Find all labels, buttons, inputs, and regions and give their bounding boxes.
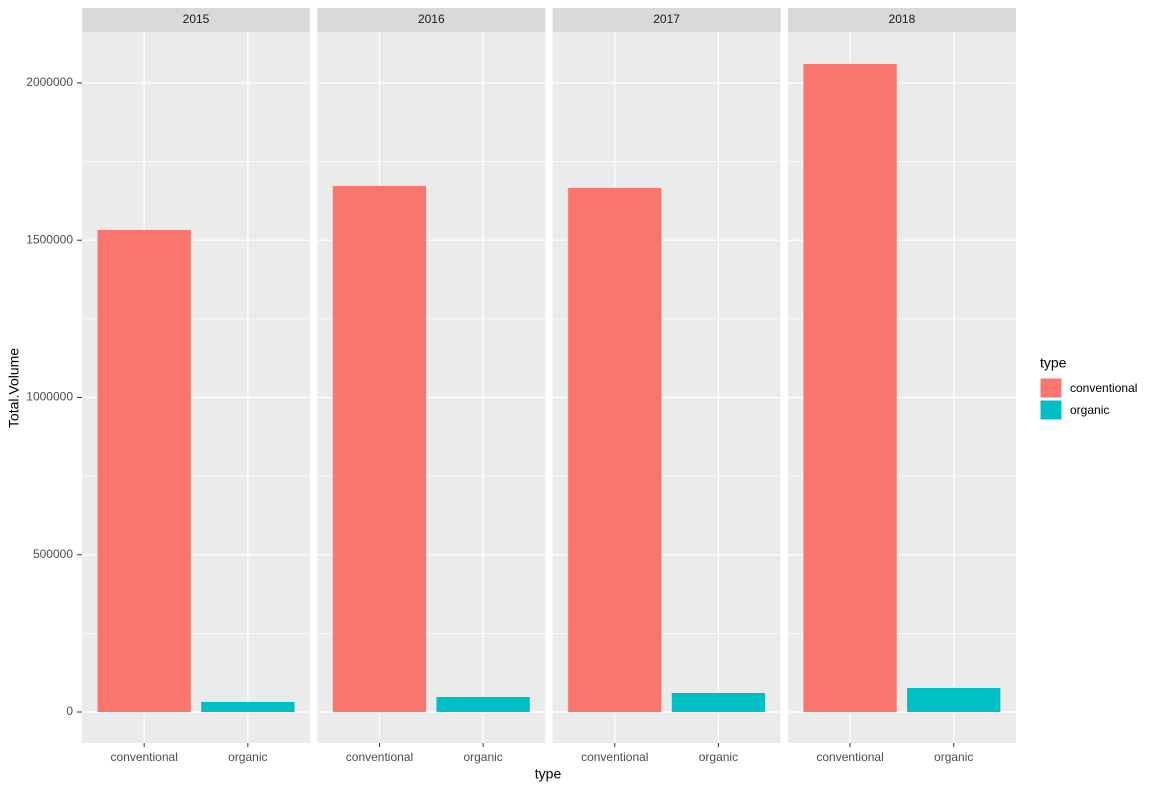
bar <box>907 687 1001 712</box>
strip <box>82 8 310 32</box>
x-tick-label: organic <box>463 750 502 764</box>
legend-title: type <box>1040 355 1067 371</box>
facet-label: 2017 <box>653 12 680 26</box>
y-tick-label: 500000 <box>33 547 73 561</box>
y-tick-label: 2000000 <box>26 75 73 89</box>
bar <box>201 701 295 712</box>
legend-label: conventional <box>1070 381 1137 395</box>
legend-key <box>1039 399 1063 421</box>
bar <box>568 187 662 712</box>
y-tick-label: 1500000 <box>26 232 73 246</box>
bar <box>671 692 766 712</box>
strip <box>787 8 1016 32</box>
facet-label: 2015 <box>183 12 210 26</box>
x-tick-label: organic <box>228 750 267 764</box>
x-tick-label: organic <box>699 750 738 764</box>
facet-label: 2016 <box>418 12 445 26</box>
bar <box>436 696 530 712</box>
y-tick-label: 1000000 <box>26 390 73 404</box>
bar <box>803 63 897 712</box>
x-tick-label: conventional <box>816 750 883 764</box>
x-tick-label: organic <box>934 750 973 764</box>
y-axis-title: Total.Volume <box>6 348 22 428</box>
bar <box>332 185 427 712</box>
x-tick-label: conventional <box>346 750 413 764</box>
strip <box>317 8 546 32</box>
bar <box>97 229 191 712</box>
strip <box>552 8 781 32</box>
facet-label: 2018 <box>889 12 916 26</box>
x-axis-title: type <box>535 766 562 782</box>
x-tick-label: conventional <box>581 750 648 764</box>
legend-label: organic <box>1070 403 1109 417</box>
legend-key <box>1039 377 1063 399</box>
x-tick-label: conventional <box>110 750 177 764</box>
y-tick-label: 0 <box>66 704 73 718</box>
